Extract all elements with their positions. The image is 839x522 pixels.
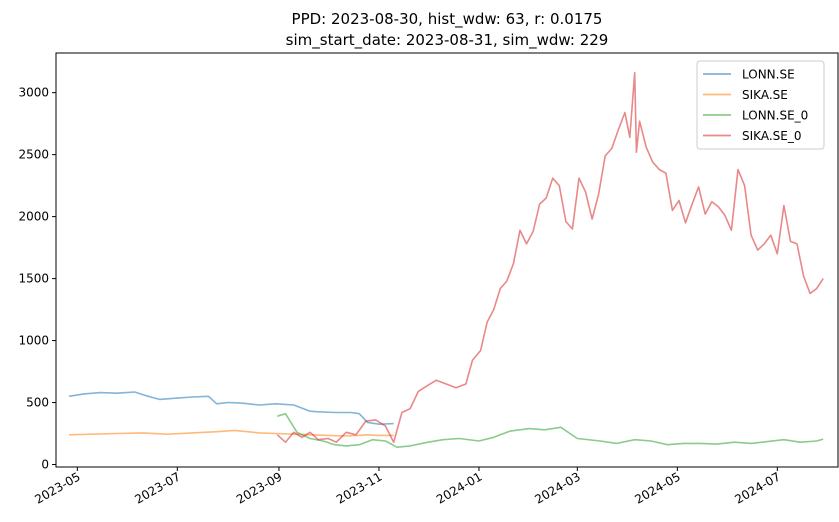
x-tick-label: 2024-07 xyxy=(732,469,782,506)
y-tick-label: 2500 xyxy=(18,148,49,162)
x-tick-label: 2023-07 xyxy=(132,469,182,506)
series-line-sika-se-0 xyxy=(276,72,824,443)
legend-label: SIKA.SE_0 xyxy=(742,129,801,143)
x-tick-label: 2024-03 xyxy=(532,469,582,506)
legend-label: LONN.SE xyxy=(742,68,795,82)
x-tick-label: 2023-09 xyxy=(234,469,284,506)
chart-title-line-1: PPD: 2023-08-30, hist_wdw: 63, r: 0.0175 xyxy=(292,10,603,29)
series-layer xyxy=(68,72,824,448)
legend: LONN.SE SIKA.SE LONN.SE_0 SIKA.SE_0 xyxy=(696,60,825,150)
series-line-lonn-se-0 xyxy=(277,412,824,448)
y-tick-label: 500 xyxy=(26,396,49,410)
x-tick-label: 2023-05 xyxy=(32,469,82,506)
series-line-sika-se xyxy=(69,429,394,437)
x-tick-label: 2024-01 xyxy=(434,469,484,506)
y-tick-label: 1500 xyxy=(18,272,49,286)
legend-label: LONN.SE_0 xyxy=(742,109,808,123)
legend-box xyxy=(696,60,825,150)
y-tick-label: 1000 xyxy=(18,334,49,348)
plot-frame xyxy=(55,52,839,468)
x-tick-label: 2024-05 xyxy=(632,469,682,506)
y-tick-label: 2000 xyxy=(18,210,49,224)
y-tick-label: 3000 xyxy=(18,86,49,100)
legend-label: SIKA.SE xyxy=(742,88,788,102)
axis-layer: 0 500 1000 1500 2000 2500 3000 2023-05 2023-07 20… xyxy=(18,86,782,507)
y-tick-label: 0 xyxy=(41,458,49,472)
chart-title-line-2: sim_start_date: 2023-08-31, sim_wdw: 229 xyxy=(286,31,609,50)
x-tick-label: 2023-11 xyxy=(334,469,384,506)
series-line-lonn-se xyxy=(68,391,394,425)
